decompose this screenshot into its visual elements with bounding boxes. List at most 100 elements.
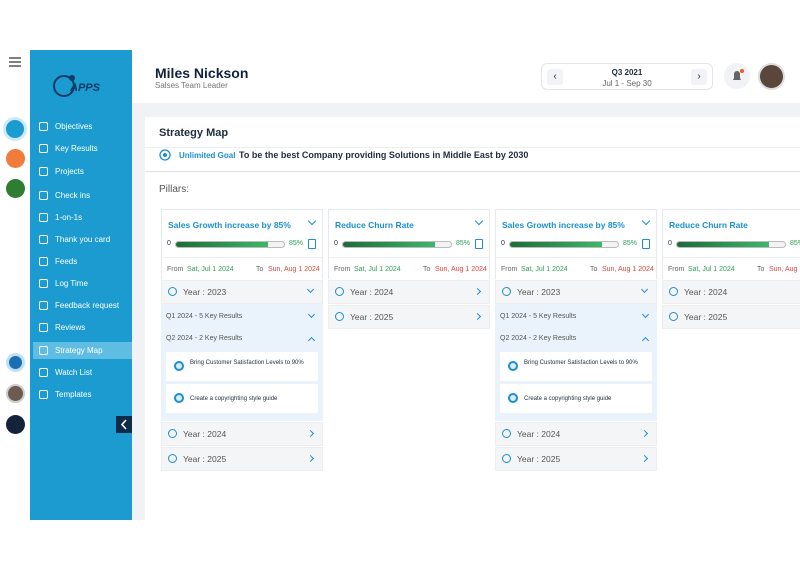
progress-start: 0 xyxy=(501,240,505,247)
quarter-row[interactable]: Q1 2024 - 5 Key Results xyxy=(500,306,652,328)
collapse-button[interactable] xyxy=(116,416,132,433)
quarter-toggle xyxy=(307,336,316,345)
collapse-toggle[interactable] xyxy=(307,216,317,226)
app-icon[interactable] xyxy=(6,179,25,198)
progress-label: 85% xyxy=(623,240,638,247)
menu-item[interactable]: Thank you card xyxy=(33,231,132,248)
edit-icon[interactable] xyxy=(642,239,650,249)
year-row[interactable]: Year : 2023 xyxy=(495,280,657,304)
quarter-row[interactable]: Q2 2024 - 2 Key Results xyxy=(500,328,652,350)
year-icon xyxy=(502,429,511,438)
year-row[interactable]: Year : 2025 xyxy=(662,305,800,329)
menu-item[interactable]: Log Time xyxy=(33,275,132,292)
menu-icon xyxy=(39,235,48,244)
menu-item[interactable]: Strategy Map xyxy=(33,342,132,359)
key-result-title: Bring Customer Satisfaction Levels to 90… xyxy=(190,360,304,366)
year-row[interactable]: Year : 2025 xyxy=(161,447,323,471)
key-result-icon xyxy=(174,393,184,403)
year-label: Year : 2023 xyxy=(183,287,227,297)
menu-button[interactable] xyxy=(9,57,21,67)
menu-item[interactable]: Templates xyxy=(33,386,132,403)
period-picker[interactable]: ‹ Q3 2021 Jul 1 - Sep 30 › xyxy=(541,63,713,90)
edit-icon[interactable] xyxy=(475,239,483,249)
year-toggle xyxy=(306,285,315,294)
menu-item[interactable]: 1-on-1s xyxy=(33,209,132,226)
year-row[interactable]: Year : 2025 xyxy=(328,305,490,329)
menu-item[interactable]: Feeds xyxy=(33,253,132,270)
next-button[interactable]: › xyxy=(691,69,707,85)
quarter-row[interactable]: Q2 2024 - 2 Key Results xyxy=(166,328,318,350)
goal-app[interactable] xyxy=(3,117,27,141)
year-row[interactable]: Year : 2025 xyxy=(495,447,657,471)
notifications[interactable] xyxy=(724,63,750,89)
prev-button[interactable]: ‹ xyxy=(547,69,563,85)
progress-fill xyxy=(677,242,769,247)
menu-item[interactable]: Objectives xyxy=(33,118,132,135)
year-icon xyxy=(335,312,344,321)
progress-track xyxy=(676,241,786,248)
logout[interactable] xyxy=(6,415,25,434)
key-result[interactable]: Create a copyrighting style guide xyxy=(500,384,652,413)
pillars-label: Pillars: xyxy=(159,184,190,195)
profile-avatar[interactable] xyxy=(758,63,785,90)
logo-mark xyxy=(53,75,75,97)
year-row[interactable]: Year : 2023 xyxy=(161,280,323,304)
page-title: Strategy Map xyxy=(159,127,229,139)
menu-label: Thank you card xyxy=(55,235,111,244)
year-label: Year : 2025 xyxy=(183,454,227,464)
settings[interactable] xyxy=(6,353,25,372)
progress-label: 85% xyxy=(790,240,800,247)
menu-item[interactable]: Check ins xyxy=(33,187,132,204)
avatar[interactable] xyxy=(6,384,25,403)
goal-label: Unlimited Goal xyxy=(179,151,236,160)
quarter-label: Q1 2024 - 5 Key Results xyxy=(500,313,577,320)
year-label: Year : 2023 xyxy=(517,287,561,297)
from-date: Sat, Jul 1 2024 xyxy=(354,266,401,273)
edit-icon[interactable] xyxy=(308,239,316,249)
quarter-toggle xyxy=(641,336,650,345)
from-label: From xyxy=(501,266,518,273)
goal-text: To be the best Company providing Solutio… xyxy=(239,150,529,160)
menu-icon xyxy=(39,301,48,310)
menu-item[interactable]: Key Results xyxy=(33,140,132,157)
menu-icon xyxy=(39,213,48,222)
period: Q3 2021 xyxy=(611,68,643,77)
year-icon xyxy=(669,287,678,296)
year-label: Year : 2025 xyxy=(684,312,728,322)
year-toggle xyxy=(473,287,482,296)
menu-icon xyxy=(39,368,48,377)
year-row[interactable]: Year : 2024 xyxy=(495,422,657,446)
key-result-icon xyxy=(508,361,518,371)
year-details: Q1 2024 - 5 Key Results Q2 2024 - 2 Key R… xyxy=(161,304,323,421)
progress-start: 0 xyxy=(334,240,338,247)
menu-label: Watch List xyxy=(55,368,93,377)
key-result[interactable]: Bring Customer Satisfaction Levels to 90… xyxy=(500,352,652,381)
quarter-row[interactable]: Q1 2024 - 5 Key Results xyxy=(166,306,318,328)
quarter-label: Q2 2024 - 2 Key Results xyxy=(166,335,243,342)
menu-item[interactable]: Watch List xyxy=(33,364,132,381)
menu-item[interactable]: Feedback request xyxy=(33,297,132,314)
user-role: Salses Team Leader xyxy=(155,81,228,90)
quarter-toggle xyxy=(307,310,316,319)
pillar-card: Sales Growth increase by 85% 0 85% From Sat,… xyxy=(495,209,657,471)
year-row[interactable]: Year : 2024 xyxy=(328,280,490,304)
from-label: From xyxy=(167,266,184,273)
year-label: Year : 2025 xyxy=(517,454,561,464)
collapse-toggle[interactable] xyxy=(474,216,484,226)
collapse-toggle[interactable] xyxy=(641,216,651,226)
menu-item[interactable]: Projects xyxy=(33,163,132,180)
year-row[interactable]: Year : 2024 xyxy=(161,422,323,446)
key-result[interactable]: Bring Customer Satisfaction Levels to 90… xyxy=(166,352,318,381)
to-label: To xyxy=(256,266,264,273)
quarter-label: Q2 2024 - 2 Key Results xyxy=(500,335,577,342)
to-label: To xyxy=(423,266,431,273)
menu-label: Templates xyxy=(55,390,92,399)
menu-item[interactable]: Reviews xyxy=(33,319,132,336)
progress-fill xyxy=(510,242,602,247)
menu-label: Strategy Map xyxy=(55,346,103,355)
key-result[interactable]: Create a copyrighting style guide xyxy=(166,384,318,413)
app-icon[interactable] xyxy=(6,149,25,168)
year-row[interactable]: Year : 2024 xyxy=(662,280,800,304)
from-date: Sat, Jul 1 2024 xyxy=(187,266,234,273)
